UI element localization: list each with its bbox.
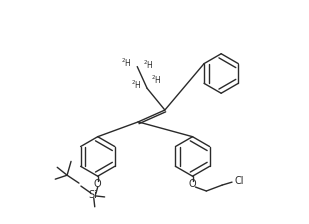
Text: Cl: Cl: [235, 176, 244, 186]
Text: $^{2}$H: $^{2}$H: [150, 73, 161, 86]
Text: O: O: [189, 179, 196, 189]
Text: $^{2}$H: $^{2}$H: [121, 56, 132, 69]
Text: $^{2}$H: $^{2}$H: [131, 78, 142, 90]
Text: $^{2}$H: $^{2}$H: [143, 58, 154, 71]
Text: Si: Si: [88, 190, 97, 200]
Text: O: O: [94, 179, 102, 189]
